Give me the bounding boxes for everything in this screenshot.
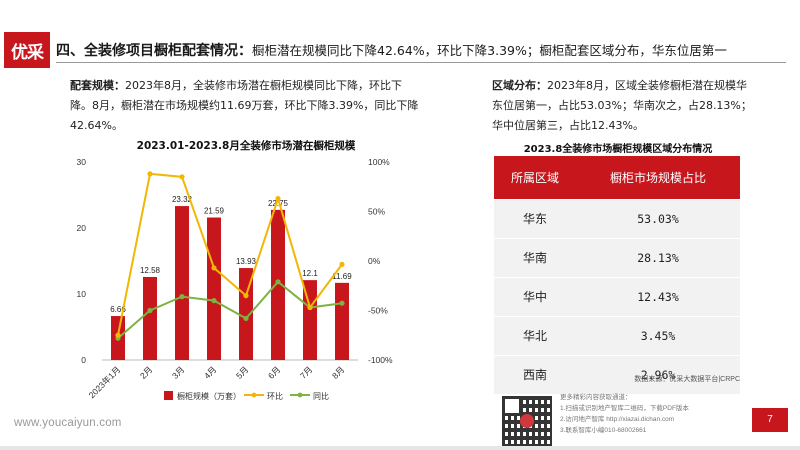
x-tick-label: 7月 [298,364,314,380]
share-cell: 28.13% [576,237,740,277]
footer-bar [0,446,800,450]
x-tick-label: 6月 [266,364,282,380]
header-region: 所属区域 [494,156,576,199]
series-point [307,304,313,311]
share-cell: 2.96% [576,354,740,394]
table-row: 华南 28.13% [494,237,740,277]
series-point [211,298,217,304]
series-point [243,293,249,299]
table-header-row: 所属区域 橱柜市场规模占比 [494,156,740,199]
contact-title: 更多精彩内容获取通道： [560,394,632,401]
contact-info: 更多精彩内容获取通道： 1.扫描或识别地产智库二维码，下载PDF版本 2.访问地… [560,392,740,436]
header-share: 橱柜市场规模占比 [576,156,740,199]
section-heading: 四、全装修项目橱柜配套情况：橱柜潜在规模同比下降42.64%，环比下降3.39%… [56,40,796,60]
bar-value-label: 21.59 [204,207,225,216]
legend-label-bar: 橱柜规模（万套） [177,391,241,401]
share-cell: 53.03% [576,198,740,238]
y-left-tick-label: 30 [77,157,87,167]
region-share-table: 所属区域 橱柜市场规模占比 华东 53.03% 华南 28.13% 华中 12.… [494,156,740,394]
bar-value-label: 13.93 [236,257,257,266]
scale-lead: 配套规模： [70,79,125,92]
series-point [243,315,249,322]
series-line-mom [117,172,343,336]
bar-value-label: 23.32 [172,195,193,204]
heading-detail: 橱柜潜在规模同比下降42.64%，环比下降3.39%；橱柜配套区域分布，华东位居… [252,43,727,58]
region-description: 区域分布：2023年8月，区域全装修橱柜潜在规模华东位居第一，占比53.03%；… [492,76,754,136]
bar [335,282,349,360]
header-divider [56,62,786,63]
legend-label-yoy: 同比 [313,391,329,401]
series-point [179,294,185,300]
page-number: 7 [752,408,788,432]
bar [239,268,253,360]
y-right-tick-label: 50% [368,207,385,217]
series-point [211,265,217,271]
series-point [147,171,153,177]
series-point [339,300,345,306]
region-cell: 西南 [494,354,576,394]
series-point [147,307,153,314]
region-cell: 华中 [494,276,576,316]
bar [143,276,157,360]
x-tick-label: 3月 [170,364,186,380]
bar-value-label: 6.66 [110,305,126,314]
bar [303,280,317,360]
region-body: 2023年8月，区域全装修橱柜潜在规模华东位居第一，占比53.03%；华南次之，… [492,79,752,132]
y-right-tick-label: -50% [368,306,388,316]
table-title: 2023.8全装修市场橱柜规模区域分布情况 [523,144,713,155]
x-tick-label: 5月 [234,364,250,380]
legend-marker-yoy [297,392,303,398]
share-cell: 3.45% [576,315,740,355]
brand-logo: 优采 [4,32,50,68]
bar-value-label: 11.69 [332,272,352,281]
bar-value-label: 12.1 [302,269,318,278]
table-row: 华北 3.45% [494,315,740,355]
series-point [275,196,281,202]
bar-value-label: 22.75 [268,199,289,208]
region-cell: 华南 [494,237,576,277]
cabinet-scale-chart: 0 10 20 30 -100% -50% 0% 50% 100% 6.66 12.58 23.32 2… [77,157,393,401]
series-point [115,332,121,338]
legend-marker-mom [251,392,257,398]
qr-code-image [502,396,552,446]
contact-line: 3.联系智库小编010-68002661 [560,427,647,434]
scale-description: 配套规模：2023年8月，全装修市场潜在橱柜规模同比下降，环比下降。8月，橱柜潜… [70,76,420,136]
contact-line: 1.扫描或识别地产智库二维码，下载PDF版本 [560,405,689,412]
series-line-yoy [117,280,343,339]
bar [271,209,285,360]
y-left-tick-label: 10 [77,289,87,299]
x-tick-label: 8月 [330,364,346,380]
region-cell: 华北 [494,315,576,355]
region-cell: 华东 [494,198,576,238]
x-tick-label: 4月 [202,364,218,380]
region-lead: 区域分布： [492,79,547,92]
chart-title: 2023.01-2023.8月全装修市场潜在橱柜规模 [136,140,356,152]
scale-body: 2023年8月，全装修市场潜在橱柜规模同比下降，环比下降。8月，橱柜潜在市场规模… [70,79,419,132]
contact-line: 2.访问地产智库 http://xiazai.dichan.com [560,416,675,423]
legend-label-mom: 环比 [267,391,283,401]
series-point [275,279,281,285]
y-right-tick-label: -100% [368,355,393,365]
table-row: 华中 12.43% [494,276,740,316]
series-point [339,261,345,267]
y-left-tick-label: 20 [77,223,87,233]
table-row: 华东 53.03% [494,198,740,238]
bar [207,217,221,360]
x-tick-label: 2023年1月 [87,364,123,400]
x-tick-label: 2月 [138,364,154,380]
heading-title: 四、全装修项目橱柜配套情况： [56,43,252,59]
website-link[interactable]: www.youcaiyun.com [14,417,122,429]
legend-swatch-bar [164,391,173,400]
share-cell: 12.43% [576,276,740,316]
bar-value-label: 12.58 [140,266,161,275]
bar [175,206,189,360]
data-source: 数据来源：优采大数据平台|CRPC [634,376,740,383]
series-point [179,174,185,180]
table-row: 西南 2.96% [494,354,740,394]
y-left-tick-label: 0 [81,355,86,365]
y-right-tick-label: 0% [368,256,381,266]
y-right-tick-label: 100% [368,157,390,167]
